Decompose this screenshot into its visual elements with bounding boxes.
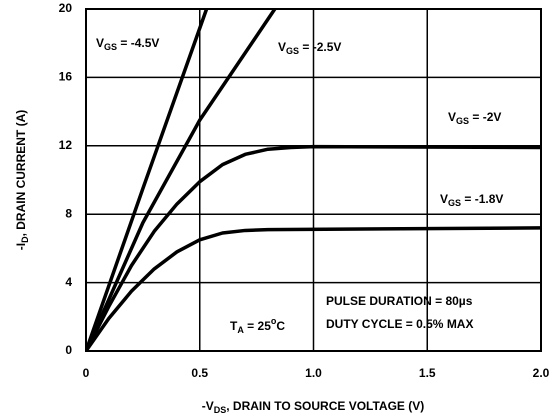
series-line [86, 144, 541, 351]
text-part: T [230, 319, 238, 333]
temperature-note: TA = 25oC [230, 316, 285, 335]
x-tick-label: 0.5 [191, 366, 208, 380]
text-part: -V [202, 399, 214, 413]
text-part: V [448, 110, 456, 124]
x-tick-label: 2.0 [533, 366, 550, 380]
y-tick-label: 16 [59, 70, 73, 84]
x-tick-label: 1.0 [305, 366, 322, 380]
text-part: o [271, 316, 277, 326]
y-tick-label: 4 [65, 275, 72, 289]
y-tick-label: 0 [65, 343, 72, 357]
text-part: V [440, 192, 448, 206]
text-part: GS [104, 42, 117, 52]
x-axis-label: -VDS, DRAIN TO SOURCE VOLTAGE (V) [202, 399, 425, 415]
series-label: VGS = -4.5V [96, 36, 159, 52]
series-label: VGS = -2V [448, 110, 501, 126]
series-label: VGS = -2.5V [278, 40, 341, 56]
y-axis-label: -ID, DRAIN CURRENT (A) [14, 110, 30, 251]
text-part: , DRAIN TO SOURCE VOLTAGE (V) [226, 399, 424, 413]
text-part: -I [14, 243, 28, 250]
text-part: A [237, 325, 244, 335]
text-part: = -1.8V [461, 192, 503, 206]
series-line [86, 8, 277, 351]
text-part: = -2.5V [299, 40, 341, 54]
text-part: = -2V [469, 110, 501, 124]
text-part: C [276, 319, 285, 333]
x-tick-label: 0 [83, 366, 90, 380]
text-part: GS [286, 46, 299, 56]
text-part: D [20, 236, 30, 243]
x-tick-label: 1.5 [419, 366, 436, 380]
text-part: , DRAIN CURRENT (A) [14, 110, 28, 237]
y-tick-label: 8 [65, 206, 72, 220]
y-tick-label: 12 [59, 138, 73, 152]
text-part: GS [448, 198, 461, 208]
text-part: V [96, 36, 104, 50]
pulse-note: PULSE DURATION = 80µs [326, 294, 473, 308]
series-line [86, 226, 541, 351]
text-part: GS [456, 116, 469, 126]
series-line [86, 8, 209, 351]
y-tick-label: 20 [59, 1, 73, 15]
duty-note: DUTY CYCLE = 0.5% MAX [326, 317, 473, 331]
series-label: VGS = -1.8V [440, 192, 503, 208]
plot-frame [85, 8, 542, 352]
text-part: V [278, 40, 286, 54]
text-part: = -4.5V [117, 36, 159, 50]
text-part: DS [214, 405, 227, 415]
text-part: = 25 [244, 319, 271, 333]
